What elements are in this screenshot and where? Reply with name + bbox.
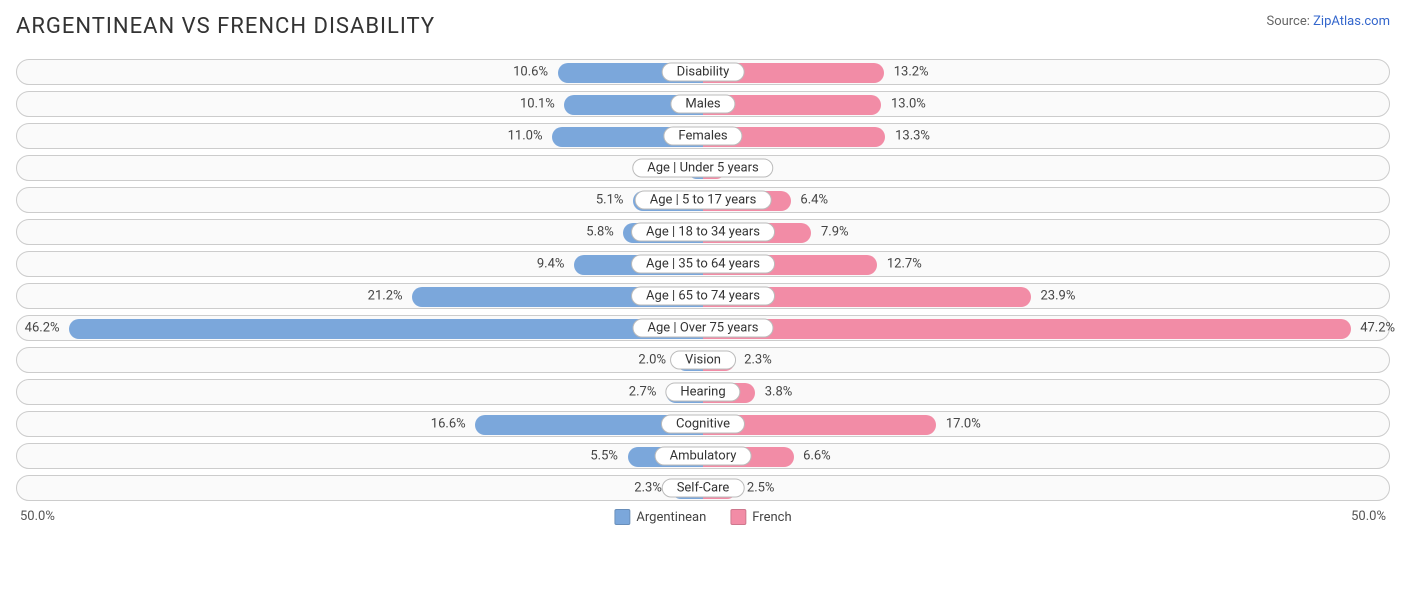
value-label-left: 2.3% <box>634 481 662 496</box>
source-prefix: Source: <box>1266 14 1313 29</box>
value-label-right: 13.0% <box>891 97 926 112</box>
legend-swatch-argentinean <box>614 509 630 525</box>
legend-label-french: French <box>752 510 791 525</box>
chart-title: ARGENTINEAN VS FRENCH DISABILITY <box>16 14 435 39</box>
chart-rows: 10.6% 13.2% Disability 10.1% 13.0% Males 11.0%… <box>16 59 1390 501</box>
legend-label-argentinean: Argentinean <box>636 510 706 525</box>
value-label-right: 7.9% <box>821 225 849 240</box>
value-label-left: 2.0% <box>638 353 666 368</box>
category-pill: Age | 35 to 64 years <box>631 255 775 274</box>
chart-row: 2.0% 2.3% Vision <box>16 347 1390 373</box>
chart-row: 11.0% 13.3% Females <box>16 123 1390 149</box>
value-label-left: 16.6% <box>431 417 466 432</box>
value-label-right: 6.6% <box>803 449 831 464</box>
category-pill: Age | Over 75 years <box>633 319 774 338</box>
value-label-left: 21.2% <box>368 289 403 304</box>
category-pill: Hearing <box>665 383 740 402</box>
value-label-left: 46.2% <box>25 321 60 336</box>
legend-item-argentinean: Argentinean <box>614 509 706 525</box>
value-label-left: 5.8% <box>586 225 614 240</box>
value-label-right: 2.5% <box>747 481 775 496</box>
chart-row: 5.8% 7.9% Age | 18 to 34 years <box>16 219 1390 245</box>
chart-row: 46.2%47.2%Age | Over 75 years <box>16 315 1390 341</box>
category-pill: Ambulatory <box>655 447 752 466</box>
value-label-right: 12.7% <box>887 257 922 272</box>
category-pill: Vision <box>670 351 736 370</box>
value-label-right: 2.3% <box>744 353 772 368</box>
axis-label-right: 50.0% <box>1351 509 1386 524</box>
legend-item-french: French <box>730 509 791 525</box>
chart-row: 10.1% 13.0% Males <box>16 91 1390 117</box>
chart-row: 10.6% 13.2% Disability <box>16 59 1390 85</box>
axis-label-left: 50.0% <box>20 509 55 524</box>
category-pill: Age | 18 to 34 years <box>631 223 775 242</box>
category-pill: Males <box>670 95 735 114</box>
category-pill: Self-Care <box>662 479 745 498</box>
chart-row: 2.3% 2.5%Self-Care <box>16 475 1390 501</box>
chart-footer: 50.0% Argentinean French 50.0% <box>16 509 1390 529</box>
chart-row: 5.1% 6.4% Age | 5 to 17 years <box>16 187 1390 213</box>
legend: Argentinean French <box>614 509 791 525</box>
value-label-right: 6.4% <box>800 193 828 208</box>
value-label-left: 11.0% <box>508 129 543 144</box>
source-attribution: Source: ZipAtlas.com <box>1266 14 1390 29</box>
value-label-left: 10.6% <box>513 65 548 80</box>
value-label-right: 17.0% <box>946 417 981 432</box>
bar-argentinean <box>69 319 703 339</box>
category-pill: Females <box>663 127 742 146</box>
category-pill: Age | 5 to 17 years <box>635 191 772 210</box>
value-label-right: 23.9% <box>1041 289 1076 304</box>
chart-row: 5.5% 6.6% Ambulatory <box>16 443 1390 469</box>
chart-row: 16.6% 17.0% Cognitive <box>16 411 1390 437</box>
chart-row: 1.2%1.7%Age | Under 5 years <box>16 155 1390 181</box>
value-label-right: 3.8% <box>765 385 793 400</box>
source-link[interactable]: ZipAtlas.com <box>1313 14 1390 29</box>
value-label-left: 5.1% <box>596 193 624 208</box>
chart-row: 2.7% 3.8% Hearing <box>16 379 1390 405</box>
value-label-right: 13.3% <box>895 129 930 144</box>
value-label-right: 13.2% <box>894 65 929 80</box>
value-label-left: 10.1% <box>520 97 555 112</box>
value-label-left: 9.4% <box>537 257 565 272</box>
value-label-left: 2.7% <box>629 385 657 400</box>
value-label-left: 5.5% <box>590 449 618 464</box>
chart-row: 21.2% 23.9% Age | 65 to 74 years <box>16 283 1390 309</box>
legend-swatch-french <box>730 509 746 525</box>
category-pill: Age | Under 5 years <box>632 159 773 178</box>
bar-french <box>703 319 1351 339</box>
value-label-right: 47.2% <box>1360 321 1395 336</box>
chart-row: 9.4% 12.7% Age | 35 to 64 years <box>16 251 1390 277</box>
header: ARGENTINEAN VS FRENCH DISABILITY Source:… <box>16 14 1390 39</box>
category-pill: Cognitive <box>661 415 745 434</box>
category-pill: Disability <box>662 63 745 82</box>
category-pill: Age | 65 to 74 years <box>631 287 775 306</box>
